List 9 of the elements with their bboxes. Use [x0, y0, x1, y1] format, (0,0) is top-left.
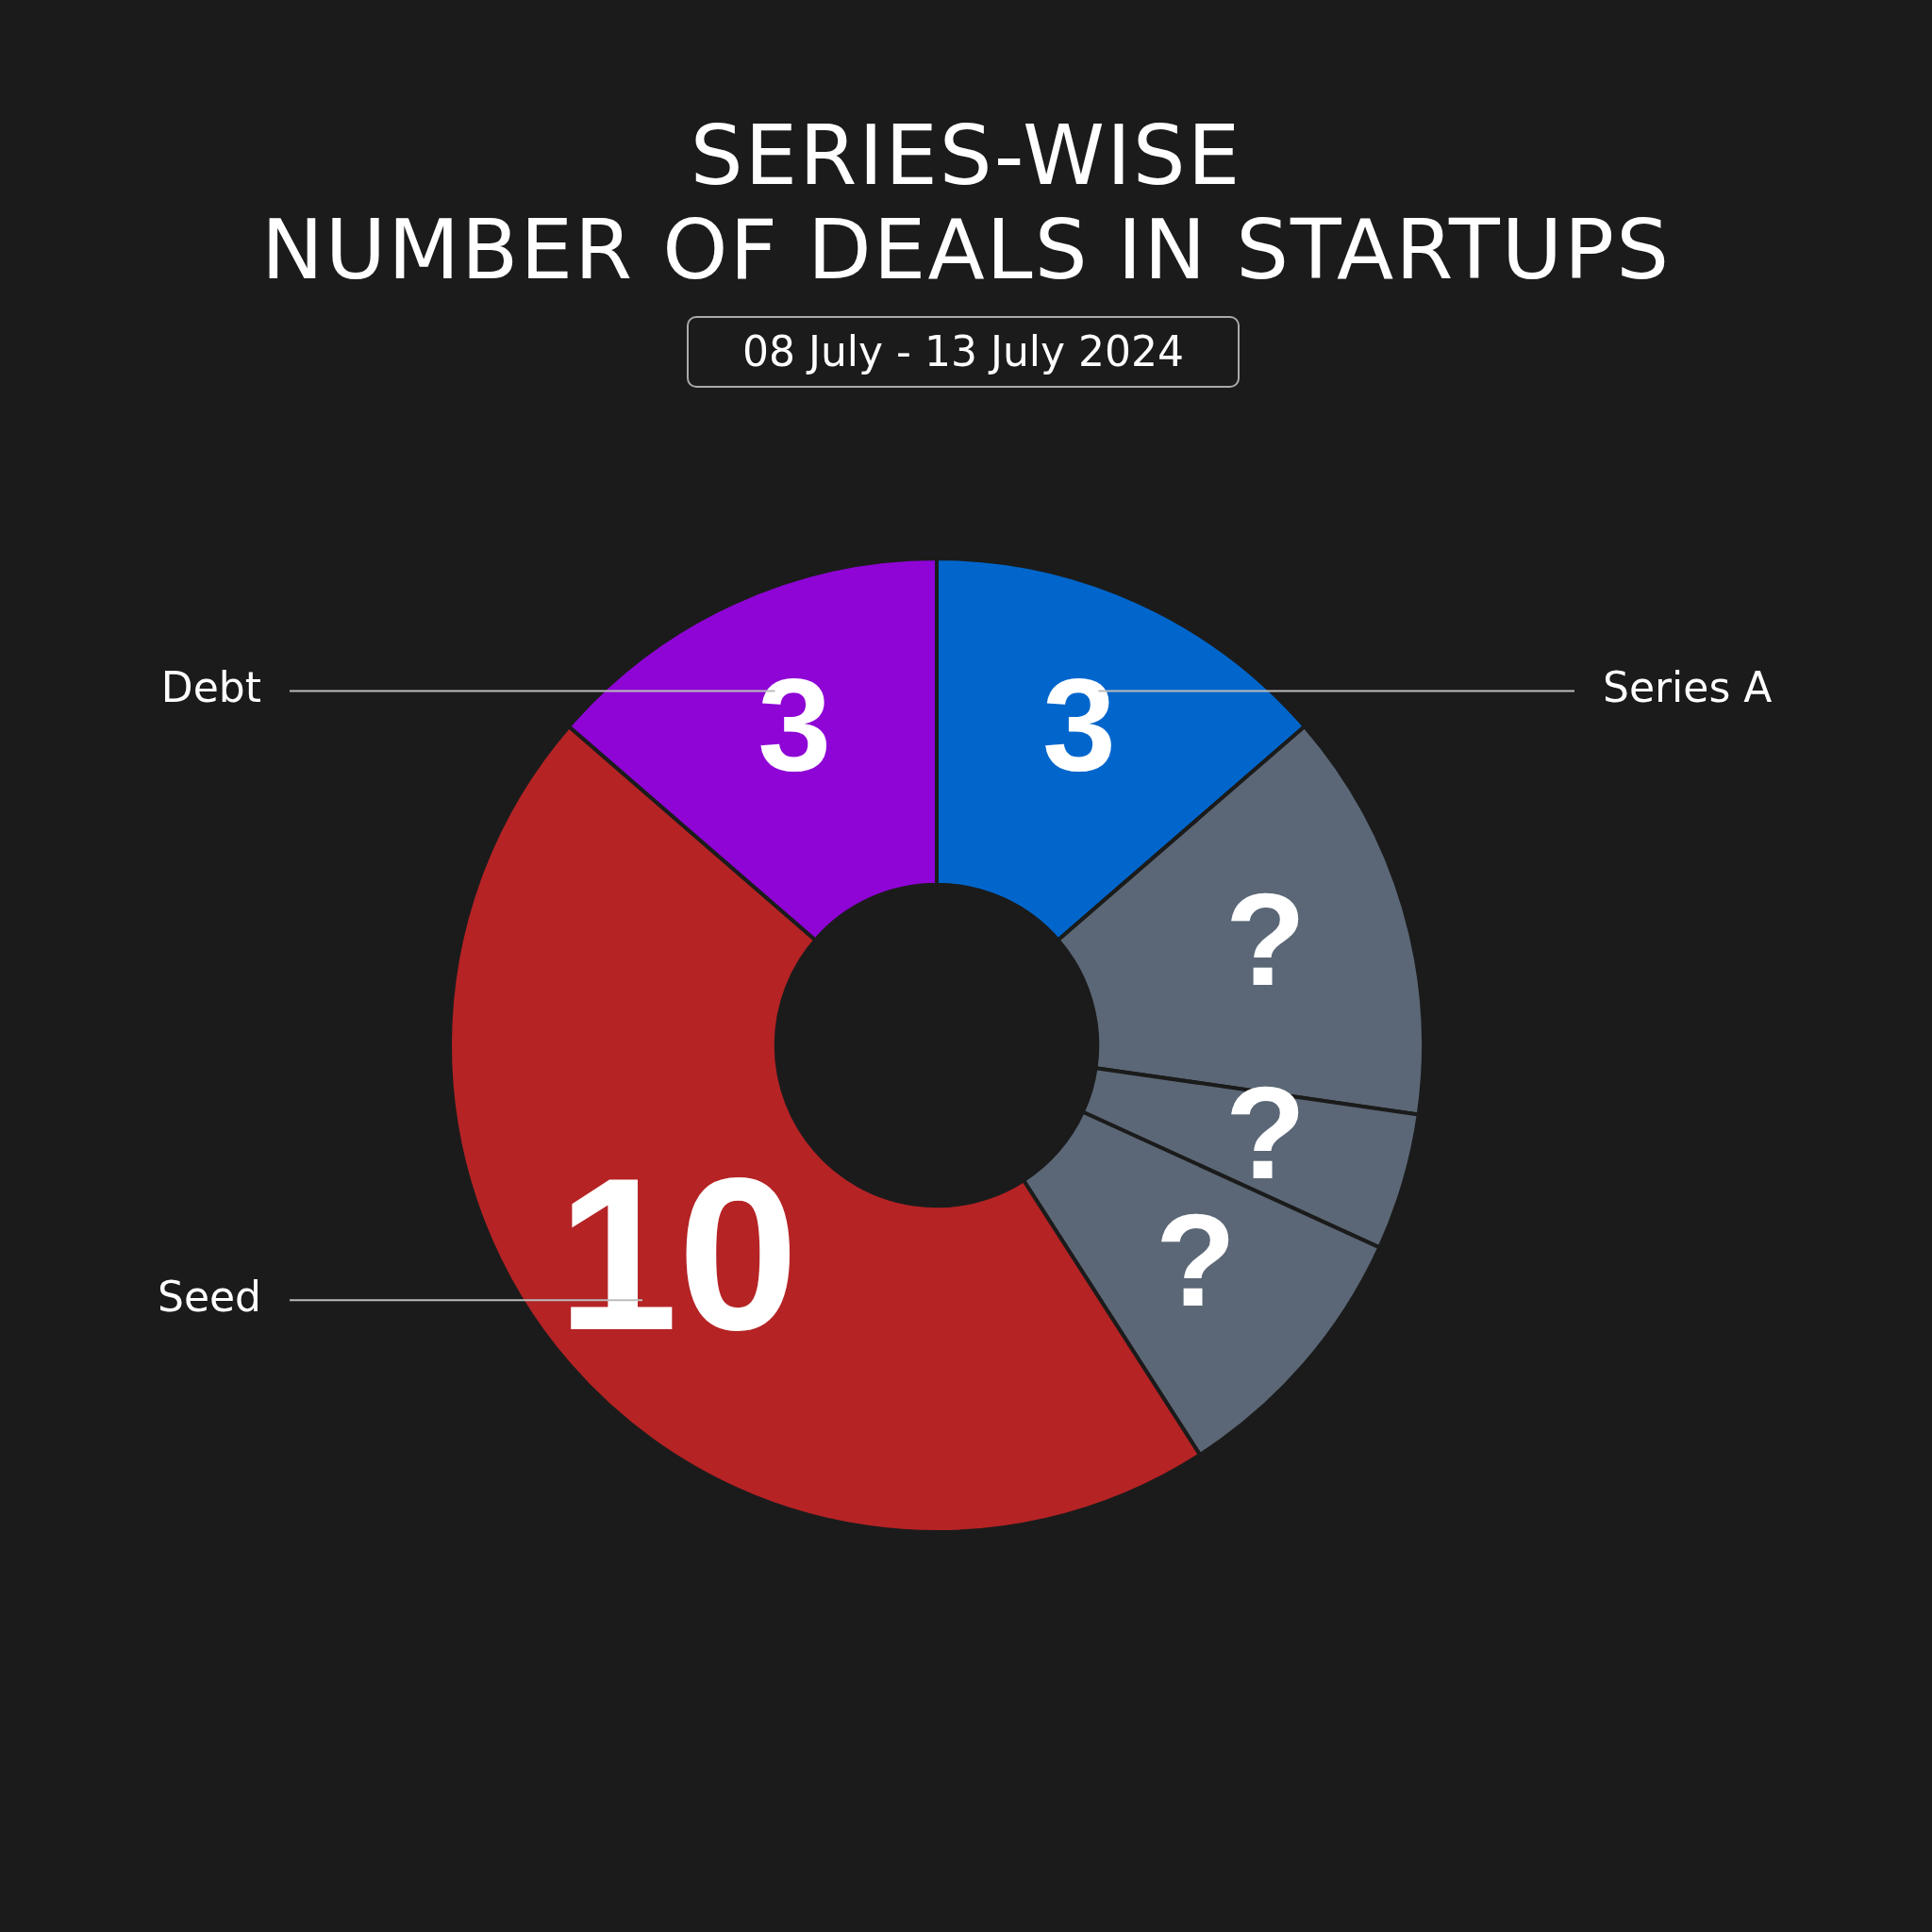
- slice-label: Seed: [158, 1272, 261, 1321]
- data-label: 10: [557, 1133, 799, 1376]
- chart-title: SERIES-WISE NUMBER OF DEALS IN STARTUPS: [259, 107, 1673, 298]
- chart-subtitle: 08 July - 13 July 2024: [687, 316, 1240, 388]
- data-label: 3: [758, 650, 832, 799]
- slice-label: Series A: [1603, 662, 1773, 711]
- slice-label: Debt: [160, 662, 261, 711]
- data-label: 3: [1041, 650, 1116, 799]
- data-label: ?: [1224, 865, 1307, 1014]
